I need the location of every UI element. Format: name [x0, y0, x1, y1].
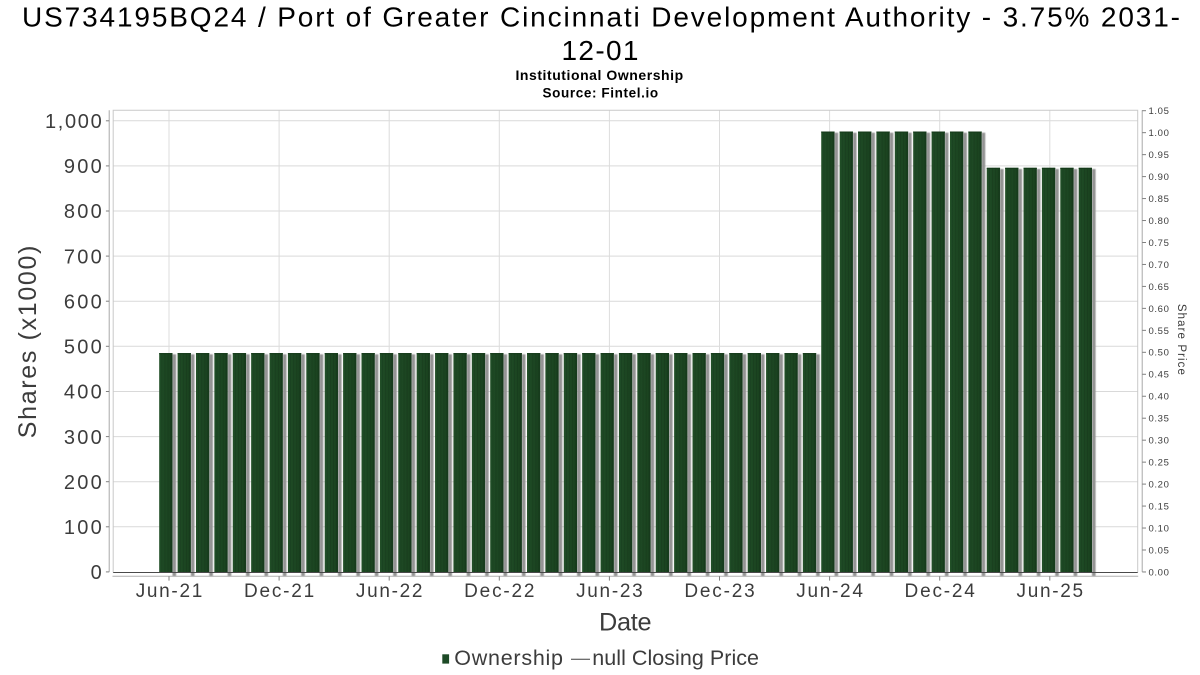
svg-text:1.05: 1.05	[1149, 106, 1169, 117]
svg-text:Institutional Ownership: Institutional Ownership	[515, 67, 683, 83]
svg-text:400: 400	[64, 382, 102, 404]
svg-text:500: 500	[64, 337, 102, 359]
svg-text:900: 900	[64, 156, 102, 178]
svg-text:Date: Date	[599, 608, 652, 636]
svg-text:Jun-22: Jun-22	[356, 581, 423, 602]
svg-text:US734195BQ24 / Port of Greater: US734195BQ24 / Port of Greater Cincinnat…	[22, 1, 1180, 32]
svg-text:0.15: 0.15	[1149, 502, 1169, 513]
svg-text:Dec-24: Dec-24	[905, 581, 976, 602]
svg-text:12-01: 12-01	[562, 35, 639, 66]
svg-text:0.55: 0.55	[1149, 326, 1169, 337]
svg-text:200: 200	[64, 472, 102, 494]
svg-text:0.20: 0.20	[1149, 480, 1169, 491]
svg-text:0.60: 0.60	[1149, 304, 1169, 315]
svg-text:Dec-21: Dec-21	[244, 581, 314, 602]
svg-text:600: 600	[64, 291, 102, 313]
svg-text:0.10: 0.10	[1149, 523, 1169, 534]
svg-text:0: 0	[91, 562, 102, 584]
svg-text:0.50: 0.50	[1149, 348, 1169, 359]
svg-text:0.70: 0.70	[1149, 260, 1169, 271]
svg-text:Source: Fintel.io: Source: Fintel.io	[543, 85, 659, 100]
svg-text:0.85: 0.85	[1149, 194, 1169, 205]
svg-text:Jun-21: Jun-21	[136, 581, 203, 602]
svg-text:700: 700	[64, 246, 102, 268]
svg-text:0.05: 0.05	[1149, 545, 1169, 556]
svg-text:0.00: 0.00	[1149, 567, 1169, 578]
svg-text:null Closing Price: null Closing Price	[592, 646, 759, 670]
svg-text:1,000: 1,000	[45, 111, 102, 133]
svg-text:0.90: 0.90	[1149, 172, 1169, 183]
svg-text:300: 300	[64, 427, 102, 449]
svg-text:Dec-22: Dec-22	[464, 581, 534, 602]
svg-text:100: 100	[64, 517, 102, 539]
svg-text:0.65: 0.65	[1149, 282, 1169, 293]
svg-text:0.30: 0.30	[1149, 436, 1169, 447]
svg-text:Ownership: Ownership	[454, 646, 563, 670]
svg-text:Jun-23: Jun-23	[576, 581, 643, 602]
svg-text:0.40: 0.40	[1149, 392, 1169, 403]
svg-text:0.80: 0.80	[1149, 216, 1169, 227]
svg-text:0.75: 0.75	[1149, 238, 1169, 249]
svg-text:1.00: 1.00	[1149, 128, 1169, 139]
svg-text:0.95: 0.95	[1149, 150, 1169, 161]
svg-text:Share Price: Share Price	[1175, 304, 1187, 375]
svg-text:0.45: 0.45	[1149, 370, 1169, 381]
svg-text:0.25: 0.25	[1149, 458, 1169, 469]
svg-text:Jun-24: Jun-24	[796, 581, 863, 602]
svg-text:800: 800	[64, 201, 102, 223]
svg-text:Jun-25: Jun-25	[1017, 581, 1084, 602]
svg-text:0.35: 0.35	[1149, 414, 1169, 425]
svg-text:Dec-23: Dec-23	[684, 581, 754, 602]
